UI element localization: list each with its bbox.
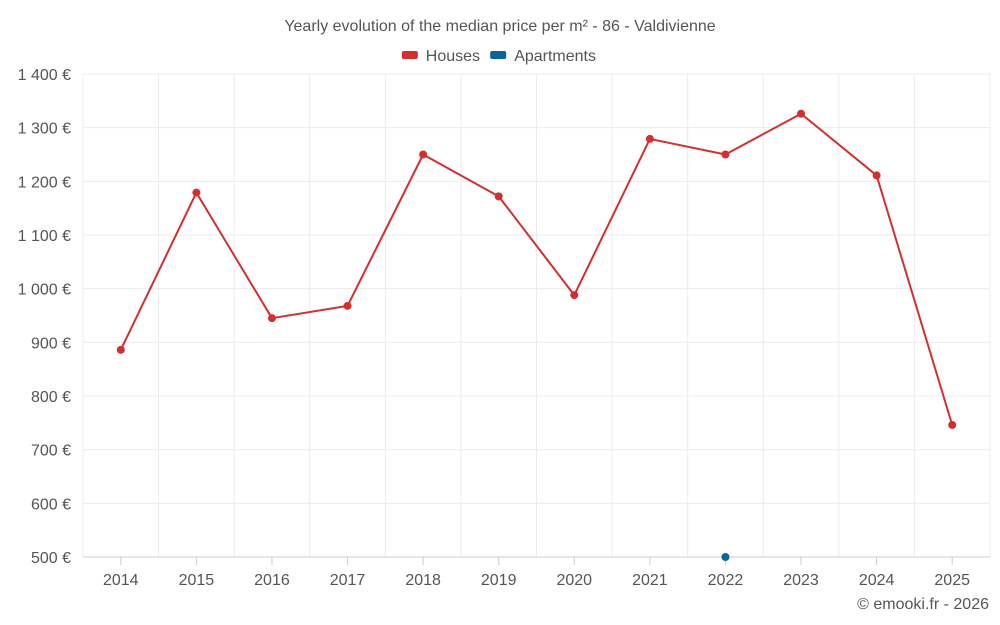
x-tick-label: 2025	[934, 572, 970, 589]
legend-label: Houses	[426, 48, 480, 65]
x-tick-label: 2017	[330, 572, 366, 589]
data-point	[343, 301, 352, 310]
series-apartments	[721, 553, 730, 561]
series-line	[119, 112, 954, 426]
data-point	[797, 109, 806, 118]
y-tick-label: 500 €	[31, 550, 71, 567]
data-point	[494, 192, 503, 201]
legend-label: Apartments	[514, 48, 596, 65]
data-point	[116, 345, 125, 354]
x-tick-label: 2020	[556, 572, 592, 589]
data-point	[721, 150, 730, 159]
copyright-text: © emooki.fr - 2026	[857, 596, 989, 613]
x-tick-label: 2021	[632, 572, 668, 589]
legend-swatch	[490, 51, 507, 59]
data-point	[267, 314, 276, 323]
y-tick-label: 900 €	[31, 335, 71, 352]
x-tick-label: 2019	[481, 572, 517, 589]
axes: 500 € 600 € 700 € 800 € 900 € 1 000 € 1 100 € 1…	[18, 67, 990, 589]
x-tick-label: 2018	[405, 572, 441, 589]
y-tick-label: 1 100 €	[18, 228, 71, 245]
series-houses	[116, 109, 957, 429]
grid	[82, 73, 991, 557]
x-tick-label: 2023	[783, 572, 819, 589]
data-point	[872, 171, 881, 180]
y-tick-label: 800 €	[31, 389, 71, 406]
x-tick-label: 2014	[103, 572, 139, 589]
x-tick-label: 2015	[179, 572, 215, 589]
x-tick-label: 2024	[859, 572, 895, 589]
data-point	[721, 553, 730, 561]
legend-swatch	[401, 51, 418, 59]
y-tick-label: 1 400 €	[18, 67, 71, 84]
y-tick-label: 1 000 €	[18, 282, 71, 299]
x-tick-label: 2022	[708, 572, 744, 589]
data-point	[570, 291, 579, 300]
y-tick-label: 700 €	[31, 443, 71, 460]
legend: Houses Apartments	[401, 48, 596, 65]
chart-title: Yearly evolution of the median price per…	[284, 18, 715, 35]
legend-item: Houses	[401, 48, 480, 65]
data-point	[645, 134, 654, 143]
x-tick-label: 2016	[254, 572, 290, 589]
series-group	[116, 109, 957, 561]
data-point	[192, 188, 201, 197]
data-point	[419, 150, 428, 159]
y-tick-label: 1 300 €	[18, 121, 71, 138]
y-tick-label: 1 200 €	[18, 174, 71, 191]
data-point	[948, 420, 957, 429]
y-tick-label: 600 €	[31, 496, 71, 513]
legend-item: Apartments	[490, 48, 596, 65]
